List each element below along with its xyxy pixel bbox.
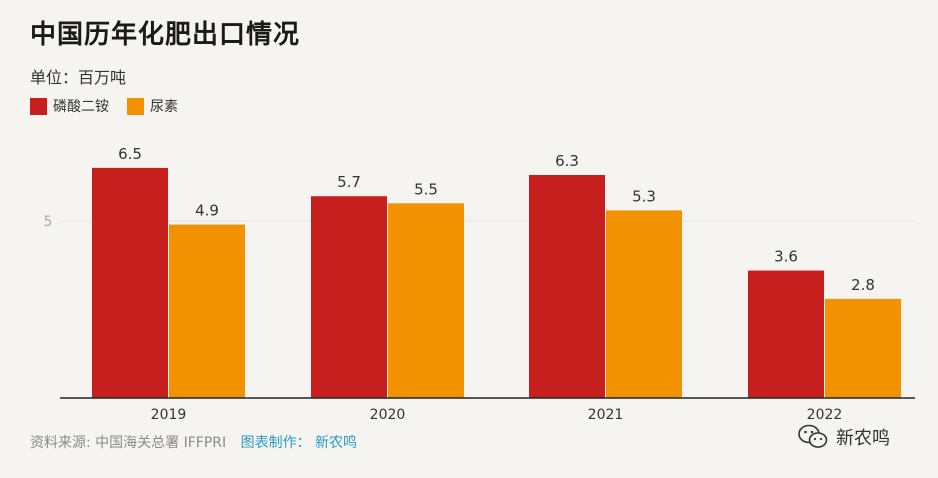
chart-legend: 磷酸二铵 尿素 [30,96,196,116]
bar-0-2020 [311,196,387,398]
watermark-text: 新农鸣 [836,428,890,449]
bar-0-2021 [529,174,605,398]
legend-swatch-dap [30,97,47,115]
legend-label-urea: 尿素 [150,99,178,115]
legend-item-dap: 磷酸二铵 [30,96,109,116]
bar-1-2021 [606,210,682,398]
x-tick-label: 2019 [151,407,187,423]
bar-0-2022 [748,270,824,398]
bar-1-2022 [825,298,901,398]
bar-1-2020 [388,203,464,398]
bar-1-2019 [169,224,245,398]
watermark: 新农鸣 [798,424,890,450]
data-label: 5.3 [632,187,656,205]
legend-item-urea: 尿素 [127,96,178,116]
legend-swatch-urea [127,97,144,115]
chart-title: 中国历年化肥出口情况 [30,20,301,50]
source-note: 资料来源: 中国海关总署 IFFPRI [30,435,227,451]
x-tick-label: 2021 [588,407,624,423]
data-label: 5.7 [337,173,361,191]
y-tick-label: 5 [44,214,53,230]
legend-label-dap: 磷酸二铵 [53,99,109,115]
data-label: 4.9 [195,202,219,220]
chart-credit: 图表制作： 新农鸣 [240,435,358,451]
data-label: 3.6 [774,248,798,266]
bar-0-2019 [92,167,168,398]
data-label: 5.5 [414,180,438,198]
x-tick-label: 2020 [370,407,406,423]
wechat-icon [798,424,828,448]
chart-unit: 单位：百万吨 [30,68,127,87]
data-label: 2.8 [851,276,875,294]
x-tick-label: 2022 [807,407,843,423]
data-label: 6.5 [118,145,142,163]
data-label: 6.3 [555,152,579,170]
chart-footer: 资料来源: 中国海关总署 IFFPRI 图表制作： 新农鸣 [30,432,357,452]
